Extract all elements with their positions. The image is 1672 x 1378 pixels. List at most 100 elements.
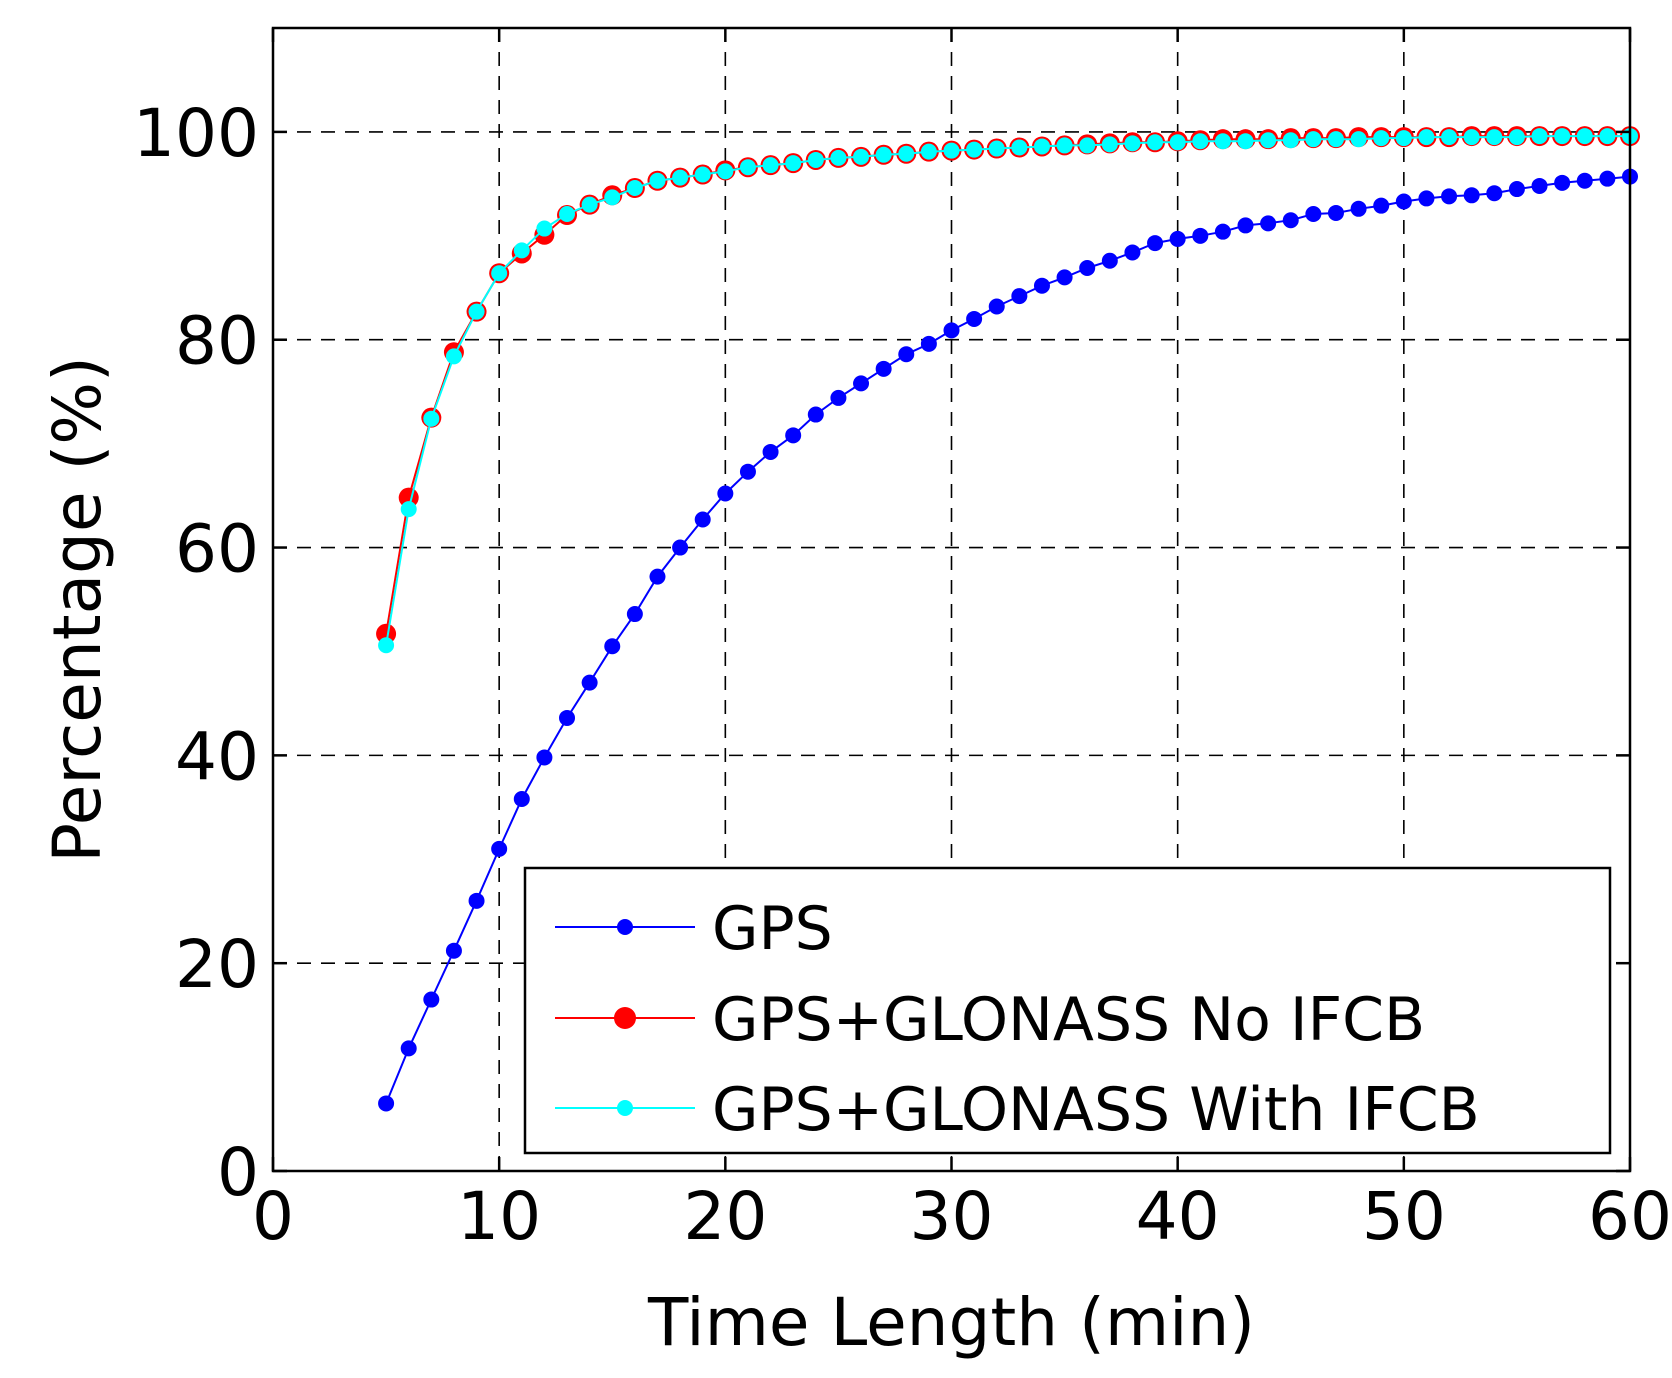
- data-point: [581, 196, 598, 213]
- data-point: [785, 427, 802, 444]
- data-point: [581, 674, 598, 691]
- data-point: [1124, 244, 1141, 261]
- data-point: [626, 606, 643, 623]
- data-point: [943, 322, 960, 339]
- data-point: [1305, 131, 1322, 148]
- data-point: [1554, 128, 1571, 145]
- legend-marker: [617, 919, 633, 935]
- data-point: [513, 791, 530, 808]
- x-tick-label: 40: [1136, 1178, 1220, 1255]
- x-tick-label: 50: [1362, 1178, 1446, 1255]
- legend-label: GPS: [712, 894, 833, 964]
- data-point: [559, 205, 576, 222]
- data-point: [1192, 227, 1209, 244]
- data-point: [1056, 137, 1073, 154]
- data-point: [513, 242, 530, 259]
- data-point: [1327, 131, 1344, 148]
- data-point: [1305, 205, 1322, 222]
- data-point: [762, 157, 779, 174]
- data-point: [491, 265, 508, 282]
- series-1: [378, 168, 1638, 1112]
- data-point: [1260, 215, 1277, 232]
- data-point: [536, 220, 553, 237]
- legend-item: GPS: [555, 894, 833, 964]
- data-point: [853, 148, 870, 165]
- y-tick-label: 80: [175, 303, 259, 380]
- data-point: [649, 172, 666, 189]
- legend-marker: [614, 1007, 636, 1029]
- data-point: [739, 463, 756, 480]
- data-point: [1214, 223, 1231, 240]
- data-point: [1486, 185, 1503, 202]
- data-point: [1327, 204, 1344, 221]
- data-point: [468, 892, 485, 909]
- data-point: [875, 146, 892, 163]
- data-point: [1373, 197, 1390, 214]
- data-point: [400, 501, 417, 518]
- data-point: [739, 159, 756, 176]
- data-point: [807, 151, 824, 168]
- data-point: [785, 155, 802, 172]
- x-tick-label: 60: [1588, 1178, 1672, 1255]
- data-point: [423, 991, 440, 1008]
- data-point: [853, 375, 870, 392]
- data-point: [1486, 129, 1503, 146]
- data-point: [1599, 170, 1616, 187]
- data-point: [1033, 277, 1050, 294]
- legend-marker: [617, 1100, 633, 1116]
- legend-label: GPS+GLONASS No IFCB: [712, 985, 1425, 1055]
- data-point: [1395, 193, 1412, 210]
- data-point: [536, 749, 553, 766]
- series-3: [378, 128, 1638, 654]
- data-point: [1147, 134, 1164, 151]
- data-point: [445, 942, 462, 959]
- data-point: [604, 189, 621, 206]
- y-axis-label: Percentage (%): [39, 356, 116, 862]
- data-point: [1260, 132, 1277, 149]
- data-point: [423, 410, 440, 427]
- data-point: [898, 145, 915, 162]
- data-point: [1147, 235, 1164, 252]
- data-point: [898, 346, 915, 363]
- x-tick-label: 10: [457, 1178, 541, 1255]
- data-point: [694, 166, 711, 183]
- data-point: [1373, 130, 1390, 147]
- x-axis-label: Time Length (min): [647, 1284, 1255, 1361]
- data-point: [1350, 200, 1367, 217]
- data-point: [1079, 137, 1096, 154]
- series-layer: [376, 126, 1640, 1112]
- x-tick-label: 20: [683, 1178, 767, 1255]
- data-point: [1508, 181, 1525, 198]
- data-point: [807, 406, 824, 423]
- data-point: [400, 1040, 417, 1057]
- data-point: [378, 637, 395, 654]
- data-point: [1418, 129, 1435, 146]
- data-point: [966, 141, 983, 158]
- data-point: [717, 485, 734, 502]
- data-point: [762, 443, 779, 460]
- data-point: [626, 180, 643, 197]
- data-point: [672, 169, 689, 186]
- y-tick-label: 100: [133, 95, 259, 172]
- data-point: [1508, 129, 1525, 146]
- data-point: [1011, 139, 1028, 156]
- data-point: [491, 840, 508, 857]
- tick-layer: 0 10 20 30 40 50 60 0 20 40 60 80 100: [133, 28, 1672, 1255]
- data-point: [830, 149, 847, 166]
- legend-label: GPS+GLONASS With IFCB: [712, 1075, 1480, 1145]
- data-point: [1576, 128, 1593, 145]
- data-point: [559, 709, 576, 726]
- x-tick-label: 30: [910, 1178, 994, 1255]
- legend-item: GPS+GLONASS No IFCB: [555, 985, 1425, 1055]
- data-point: [988, 140, 1005, 157]
- data-point: [875, 360, 892, 377]
- data-point: [1418, 190, 1435, 207]
- data-point: [1463, 129, 1480, 146]
- data-point: [1554, 174, 1571, 191]
- data-point: [1237, 133, 1254, 150]
- data-point: [920, 335, 937, 352]
- x-tick-label: 0: [252, 1178, 294, 1255]
- data-point: [1101, 136, 1118, 153]
- data-point: [378, 1095, 395, 1112]
